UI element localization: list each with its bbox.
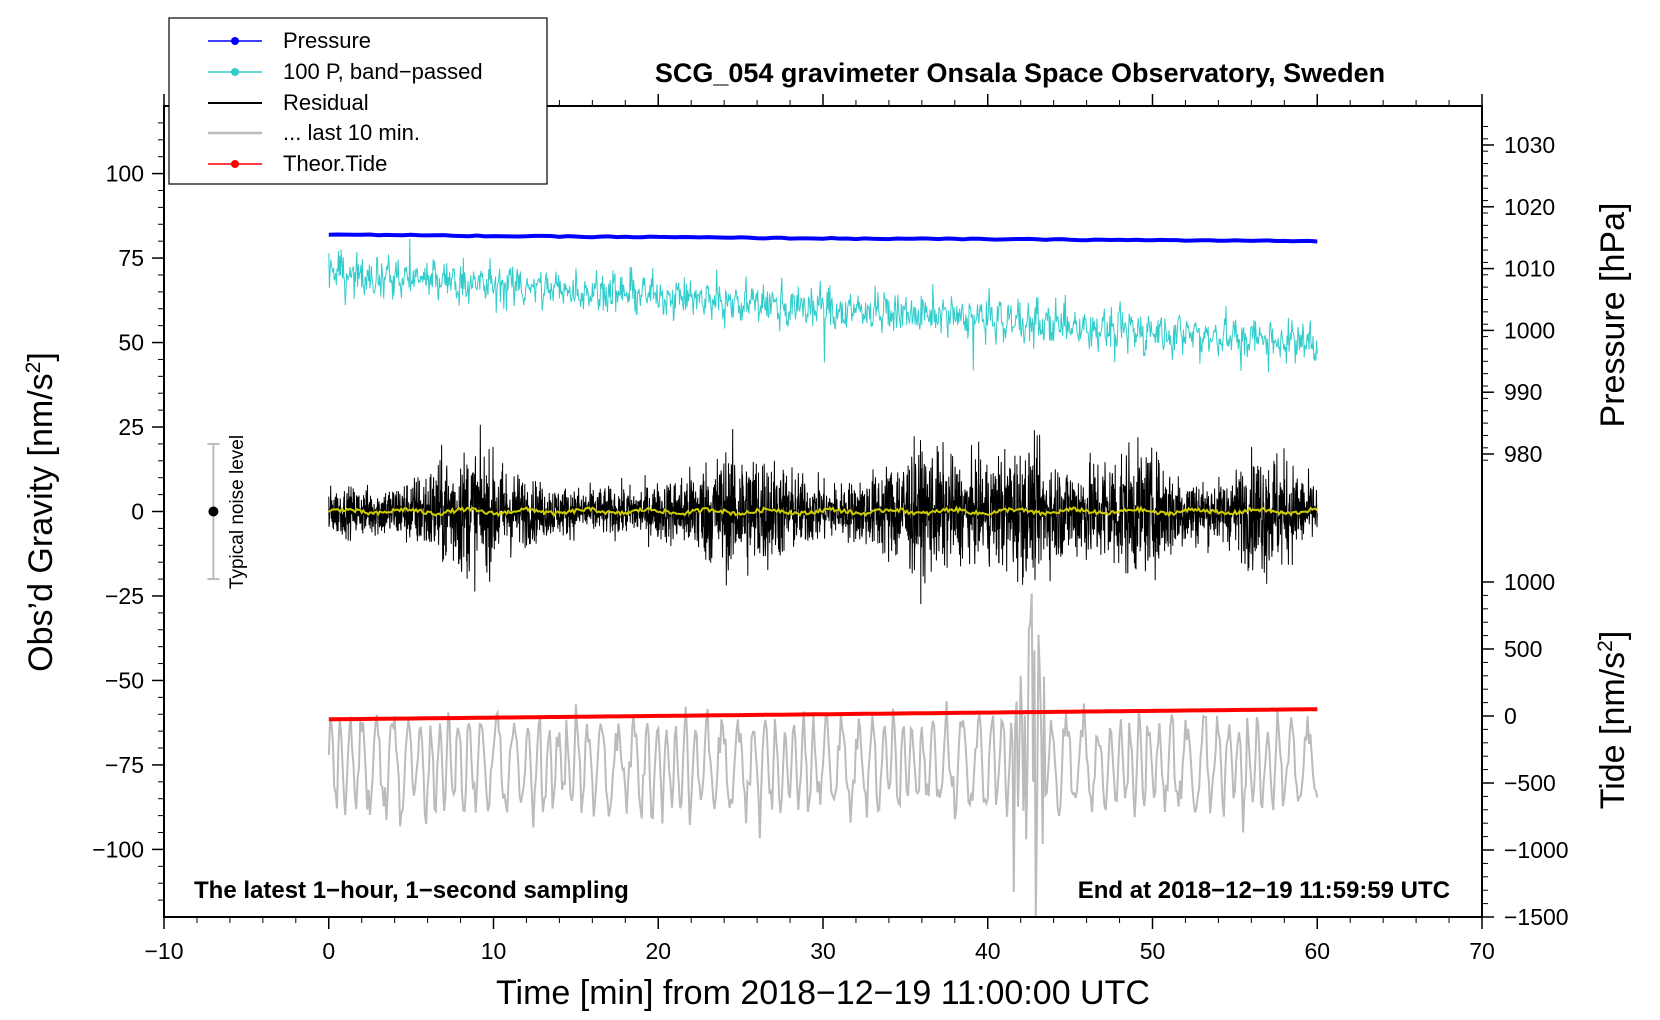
x-tick-label: 0 — [322, 938, 335, 964]
pressure-tick-label: 1000 — [1504, 317, 1555, 343]
legend-marker-tide — [231, 160, 239, 168]
y-axis-title-tide: Tide [nm/s2] — [1594, 631, 1632, 810]
y-axis-title-tide-main: Tide [nm/s — [1594, 652, 1632, 809]
y-tick-label: −50 — [105, 667, 144, 693]
legend-marker-pressure — [231, 37, 239, 45]
x-tick-label: 20 — [645, 938, 671, 964]
legend-item-tide: Theor.Tide — [208, 151, 387, 176]
series-bandpassed-line — [328, 238, 1318, 373]
legend-label-residual: Residual — [283, 90, 369, 115]
y-axis-title-left: Obs’d Gravity [nm/s2] — [22, 352, 60, 672]
pressure-tick-label: 1030 — [1504, 132, 1555, 158]
note-end-time: End at 2018−12−19 11:59:59 UTC — [1078, 877, 1450, 904]
y-tick-label: 0 — [131, 499, 144, 525]
pressure-tick-label: 1010 — [1504, 256, 1555, 282]
x-tick-label: −10 — [144, 938, 183, 964]
legend-item-pressure: Pressure — [208, 28, 371, 53]
x-tick-label: 50 — [1140, 938, 1166, 964]
y-axis-title-tide-sup: 2 — [1594, 640, 1617, 652]
series-tide-line — [328, 707, 1318, 722]
y-tick-label: 100 — [106, 161, 144, 187]
legend-item-last10: ... last 10 min. — [208, 120, 420, 145]
x-axis-title: Time [min] from 2018−12−19 11:00:00 UTC — [496, 974, 1150, 1012]
x-tick-label: 70 — [1469, 938, 1495, 964]
x-tick-label: 60 — [1304, 938, 1330, 964]
axis-ticks: −10 0 10 20 30 40 50 60 701007550250−25−50−75−10… — [92, 94, 1569, 964]
noise-indicator: Typical noise level — [207, 435, 248, 589]
y-tick-label: −25 — [105, 583, 144, 609]
data-traces — [327, 232, 1319, 918]
legend-item-bandpassed: 100 P, band−passed — [208, 59, 483, 84]
legend-label-bandpassed: 100 P, band−passed — [283, 59, 483, 84]
noise-label: Typical noise level — [227, 435, 248, 589]
x-tick-label: 30 — [810, 938, 836, 964]
legend-label-last10: ... last 10 min. — [283, 120, 420, 145]
tide-tick-label: 500 — [1504, 636, 1542, 662]
series-residual-line — [328, 424, 1318, 605]
legend-marker-bandpassed — [231, 68, 239, 76]
x-tick-label: 10 — [481, 938, 507, 964]
tide-tick-label: 1000 — [1504, 569, 1555, 595]
y-tick-label: 50 — [118, 330, 144, 356]
tide-tick-label: −500 — [1504, 770, 1556, 796]
chart-title: SCG_054 gravimeter Onsala Space Observat… — [655, 58, 1385, 88]
y-tick-label: −75 — [105, 752, 144, 778]
series-pressure-line — [328, 232, 1318, 244]
note-latest-hour: The latest 1−hour, 1−second sampling — [194, 877, 629, 904]
y-tick-label: −100 — [92, 836, 144, 862]
legend-item-residual: Residual — [208, 90, 369, 115]
y-axis-title-left-end: ] — [22, 352, 60, 361]
legend-label-pressure: Pressure — [283, 28, 371, 53]
y-axis-title-left-sup: 2 — [22, 362, 45, 374]
tide-tick-label: −1000 — [1504, 837, 1569, 863]
series-residual-smoothed-line — [328, 505, 1319, 518]
y-tick-label: 25 — [118, 414, 144, 440]
y-axis-title-pressure: Pressure [hPa] — [1594, 203, 1632, 428]
y-tick-label: 75 — [118, 245, 144, 271]
pressure-tick-label: 980 — [1504, 441, 1542, 467]
tide-tick-label: −1500 — [1504, 904, 1569, 930]
tide-tick-label: 0 — [1504, 703, 1517, 729]
pressure-tick-label: 1020 — [1504, 194, 1555, 220]
legend-label-tide: Theor.Tide — [283, 151, 387, 176]
series-last10-line — [327, 593, 1319, 918]
legend-box — [168, 17, 548, 185]
legend: Pressure 100 P, band−passed Residual ...… — [168, 17, 548, 185]
pressure-tick-label: 990 — [1504, 379, 1542, 405]
y-axis-title-tide-end: ] — [1594, 631, 1632, 640]
noise-center-dot — [208, 506, 219, 517]
y-axis-title-left-main: Obs’d Gravity [nm/s — [22, 373, 60, 672]
x-tick-label: 40 — [975, 938, 1001, 964]
